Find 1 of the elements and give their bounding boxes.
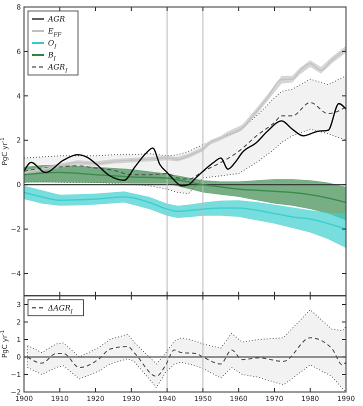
line-series <box>27 337 346 377</box>
